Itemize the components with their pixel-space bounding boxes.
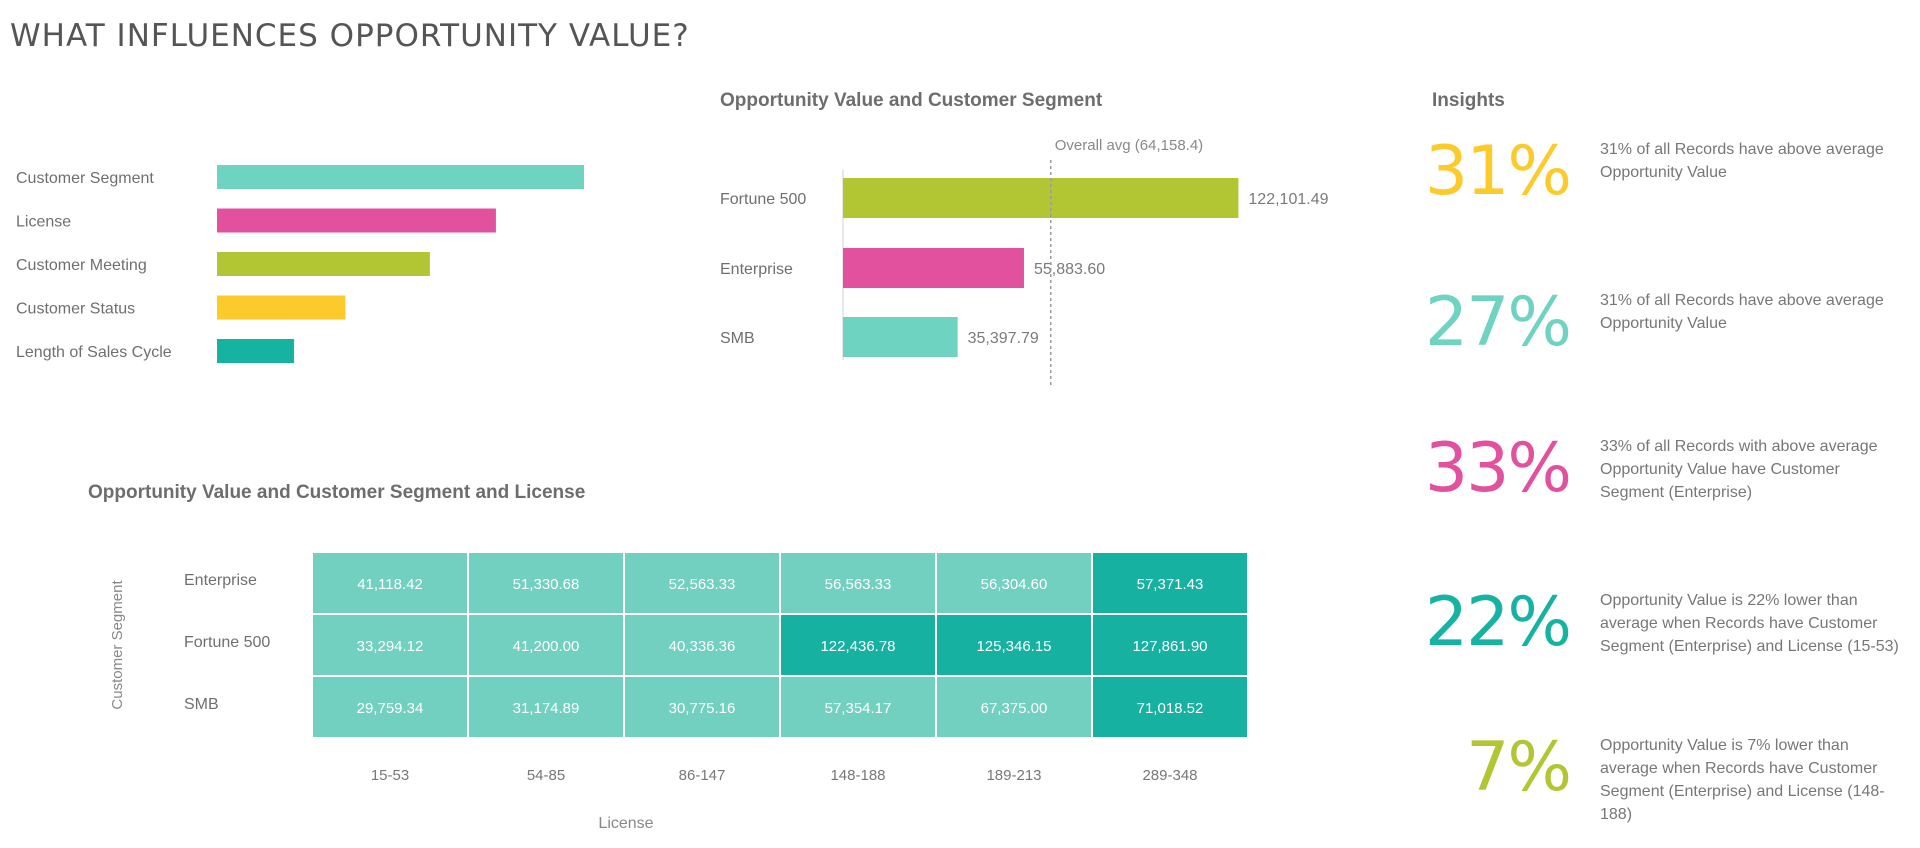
heatmap-cell: [311, 675, 469, 739]
insight-percentage: 33%: [1424, 429, 1572, 508]
segment-value-label: 55,883.60: [1034, 261, 1105, 278]
insight-item: 31% 31% of all Records have above average…: [1410, 132, 1910, 252]
segment-bar: [843, 317, 958, 357]
heatmap-cell-label: 56,304.60: [981, 576, 1048, 593]
influence-bar-chart: Customer Segment License Customer Meeting C…: [16, 165, 584, 363]
heatmap-cell-label: 41,118.42: [357, 576, 423, 593]
heatmap-cell: [467, 675, 625, 739]
overall-average-label: Overall avg (64,158.4): [1055, 137, 1203, 154]
insight-text: Opportunity Value is 22% lower than aver…: [1600, 592, 1899, 655]
insight-text: Opportunity Value is 7% lower than avera…: [1600, 737, 1885, 823]
heatmap-row-label: Enterprise: [184, 572, 257, 589]
insight-text: 31% of all Records have above average Op…: [1600, 141, 1884, 181]
heatmap-cell-label: 40,336.36: [669, 638, 736, 655]
heatmap-cell-label: 57,354.17: [825, 700, 892, 717]
heatmap-cell-label: 71,018.52: [1137, 700, 1204, 717]
heatmap-x-tick-label: 54-85: [527, 767, 565, 784]
segment-bar: [843, 178, 1239, 218]
insight-percentage: 31%: [1424, 132, 1572, 211]
heatmap-cell: [1091, 551, 1249, 615]
influence-bar: [217, 339, 295, 363]
heatmap-cell-label: 29,759.34: [357, 700, 424, 717]
heatmap-x-tick-label: 148-188: [830, 767, 885, 784]
segment-chart-title: Opportunity Value and Customer Segment: [720, 90, 1103, 111]
influence-label: Customer Segment: [16, 170, 154, 187]
heatmap-y-axis-title: Customer Segment: [109, 580, 126, 710]
heatmap-cell-label: 127,861.90: [1132, 638, 1207, 655]
segment-value-label: 122,101.49: [1248, 191, 1328, 208]
heatmap-cell-label: 125,346.15: [976, 638, 1051, 655]
insight-percentage: 27%: [1424, 283, 1572, 362]
heatmap-cell: [935, 551, 1093, 615]
influence-bar: [217, 165, 584, 189]
insight-item: 7% Opportunity Value is 7% lower than ave…: [1410, 728, 1910, 848]
insight-text: 31% of all Records have above average Op…: [1600, 292, 1884, 332]
heatmap-cell: [467, 613, 625, 677]
heatmap-cell-label: 33,294.12: [357, 638, 424, 655]
heatmap-cell-label: 57,371.43: [1137, 576, 1204, 593]
heatmap-x-axis-title: License: [598, 815, 653, 832]
heatmap-row-label: SMB: [184, 696, 219, 713]
influence-bar: [217, 252, 430, 276]
insight-item: 22% Opportunity Value is 22% lower than a…: [1410, 583, 1910, 703]
heatmap-x-tick-label: 15-53: [371, 767, 409, 784]
heatmap-cell: [623, 613, 781, 677]
heatmap-cell-label: 122,436.78: [820, 638, 895, 655]
heatmap-cell-label: 56,563.33: [825, 576, 892, 593]
heatmap-x-tick-label: 189-213: [986, 767, 1041, 784]
segment-bar-chart: Fortune 500 122,101.49 Enterprise 55,883.60…: [720, 137, 1329, 388]
heatmap-cell-label: 67,375.00: [981, 700, 1048, 717]
insight-item: 27% 31% of all Records have above average…: [1410, 283, 1910, 403]
influence-label: Customer Status: [16, 301, 135, 318]
heatmap-cell-label: 31,174.89: [513, 700, 580, 717]
insight-text: 33% of all Records with above average Op…: [1600, 438, 1878, 501]
heatmap-x-tick-label: 289-348: [1142, 767, 1197, 784]
heatmap-x-tick-label: 86-147: [679, 767, 726, 784]
insight-percentage: 7%: [1466, 728, 1572, 807]
heatmap-cell: [1091, 675, 1249, 739]
segment-label: Enterprise: [720, 261, 793, 278]
heatmap-cell: [311, 613, 469, 677]
insight-item: 33% 33% of all Records with above average…: [1410, 429, 1910, 549]
heatmap-cell-label: 52,563.33: [669, 576, 736, 593]
segment-bar: [843, 248, 1024, 288]
insights-title: Insights: [1432, 90, 1505, 111]
influence-label: Length of Sales Cycle: [16, 344, 172, 361]
segment-label: SMB: [720, 330, 755, 347]
heatmap-cell-label: 51,330.68: [513, 576, 580, 593]
segment-label: Fortune 500: [720, 191, 806, 208]
page-title: WHAT INFLUENCES OPPORTUNITY VALUE?: [10, 18, 690, 54]
influence-label: Customer Meeting: [16, 257, 147, 274]
influence-label: License: [16, 214, 71, 231]
heatmap-cell: [623, 675, 781, 739]
heatmap-title: Opportunity Value and Customer Segment a…: [88, 482, 586, 503]
heatmap-cell: [1091, 613, 1249, 677]
heatmap-cell-label: 41,200.00: [513, 638, 580, 655]
license-segment-heatmap: Customer Segment Enterprise Fortune 500 SMB…: [109, 551, 1249, 832]
influence-bar: [217, 208, 496, 233]
influence-bar: [217, 295, 346, 320]
heatmap-row-label: Fortune 500: [184, 634, 270, 651]
heatmap-cell: [935, 613, 1093, 677]
heatmap-cell-label: 30,775.16: [669, 700, 736, 717]
segment-value-label: 35,397.79: [968, 330, 1039, 347]
insight-percentage: 22%: [1424, 583, 1572, 662]
